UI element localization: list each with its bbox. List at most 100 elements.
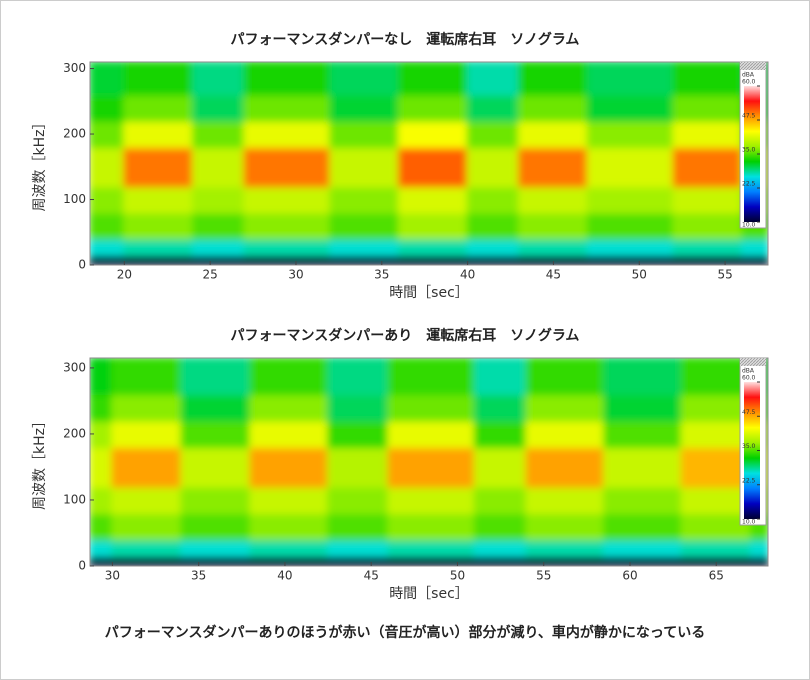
cell (111, 555, 183, 566)
cell (672, 211, 744, 240)
cell (90, 538, 114, 558)
cell (518, 185, 589, 214)
cell (473, 538, 528, 558)
cell (525, 485, 606, 515)
cell (123, 254, 194, 265)
cell (397, 62, 469, 96)
cell (518, 93, 589, 122)
cell (749, 555, 768, 566)
x-tick-label: 65 (709, 569, 724, 583)
cell (123, 185, 194, 214)
cell (518, 254, 589, 265)
colorbar-tick-label: 10.0 (742, 222, 756, 229)
cell (111, 485, 183, 515)
cell (123, 93, 194, 122)
cell (191, 237, 246, 257)
cell (249, 555, 330, 566)
colorbar-tick-label: 47.5 (742, 409, 756, 416)
y-tick-label: 0 (78, 559, 86, 573)
chart-title: パフォーマンスダンパーあり 運転席右耳 ソノグラム (231, 327, 580, 344)
colorbar-tick-label: 60.0 (742, 79, 756, 86)
colorbar-tick-label: 22.5 (742, 181, 756, 188)
cell (466, 93, 521, 122)
cell (90, 446, 114, 488)
cell (111, 393, 183, 422)
cell (90, 93, 126, 122)
cell (466, 211, 521, 240)
cell (123, 237, 194, 257)
cell (586, 211, 675, 240)
cell (603, 538, 683, 558)
cell (603, 358, 683, 396)
cell (90, 211, 126, 240)
cell (191, 119, 246, 149)
cell (586, 237, 675, 257)
y-tick-label: 100 (63, 192, 86, 206)
x-tick-label: 35 (191, 569, 206, 583)
colorbar-cap (740, 62, 766, 70)
cell (672, 237, 744, 257)
cell (191, 93, 246, 122)
cell (387, 446, 476, 488)
x-tick-label: 50 (450, 569, 465, 583)
caption: パフォーマンスダンパーありのほうが赤い（音圧が高い）部分が減り、車内が静かになっ… (105, 624, 705, 641)
cell (586, 62, 675, 96)
cell (518, 119, 589, 149)
cell (180, 512, 252, 541)
cell (191, 185, 246, 214)
cell (387, 538, 476, 558)
cell (327, 446, 390, 488)
colorbar-tick-label: 10.0 (742, 519, 756, 526)
cell (518, 146, 589, 188)
cell (243, 237, 332, 257)
cell (243, 211, 332, 240)
cell (90, 555, 114, 566)
cell (586, 185, 675, 214)
x-tick-label: 45 (546, 268, 561, 282)
cell (603, 485, 683, 515)
cell (249, 538, 330, 558)
colorbar-tick-label: 47.5 (742, 113, 756, 120)
cell (327, 555, 390, 566)
cell (525, 555, 606, 566)
heatmap-cells (90, 62, 768, 265)
cell (90, 185, 126, 214)
cell (387, 358, 476, 396)
cell (90, 237, 126, 257)
cell (243, 254, 332, 265)
cell (249, 393, 330, 422)
cell (680, 538, 752, 558)
cell (473, 419, 528, 449)
cell (397, 254, 469, 265)
cell (123, 146, 194, 188)
cell (672, 254, 744, 265)
cell (525, 358, 606, 396)
cell (466, 185, 521, 214)
cell (749, 538, 768, 558)
x-tick-label: 25 (203, 268, 218, 282)
cell (466, 146, 521, 188)
cell (329, 254, 400, 265)
heatmap (90, 62, 768, 265)
y-tick-label: 100 (63, 492, 86, 506)
colorbar-cap (740, 358, 766, 366)
cell (329, 93, 400, 122)
cell (586, 146, 675, 188)
plot-border (89, 357, 769, 567)
cell (329, 237, 400, 257)
heatmap-cells (90, 358, 768, 566)
cell (327, 393, 390, 422)
cell (180, 555, 252, 566)
cell (525, 393, 606, 422)
cell (243, 146, 332, 188)
cell (387, 485, 476, 515)
y-tick-label: 200 (63, 426, 86, 440)
cell (397, 93, 469, 122)
cell (90, 485, 114, 515)
plot-border (89, 61, 769, 266)
cell (586, 119, 675, 149)
cell (397, 119, 469, 149)
cell (180, 358, 252, 396)
colorbar (744, 86, 760, 222)
